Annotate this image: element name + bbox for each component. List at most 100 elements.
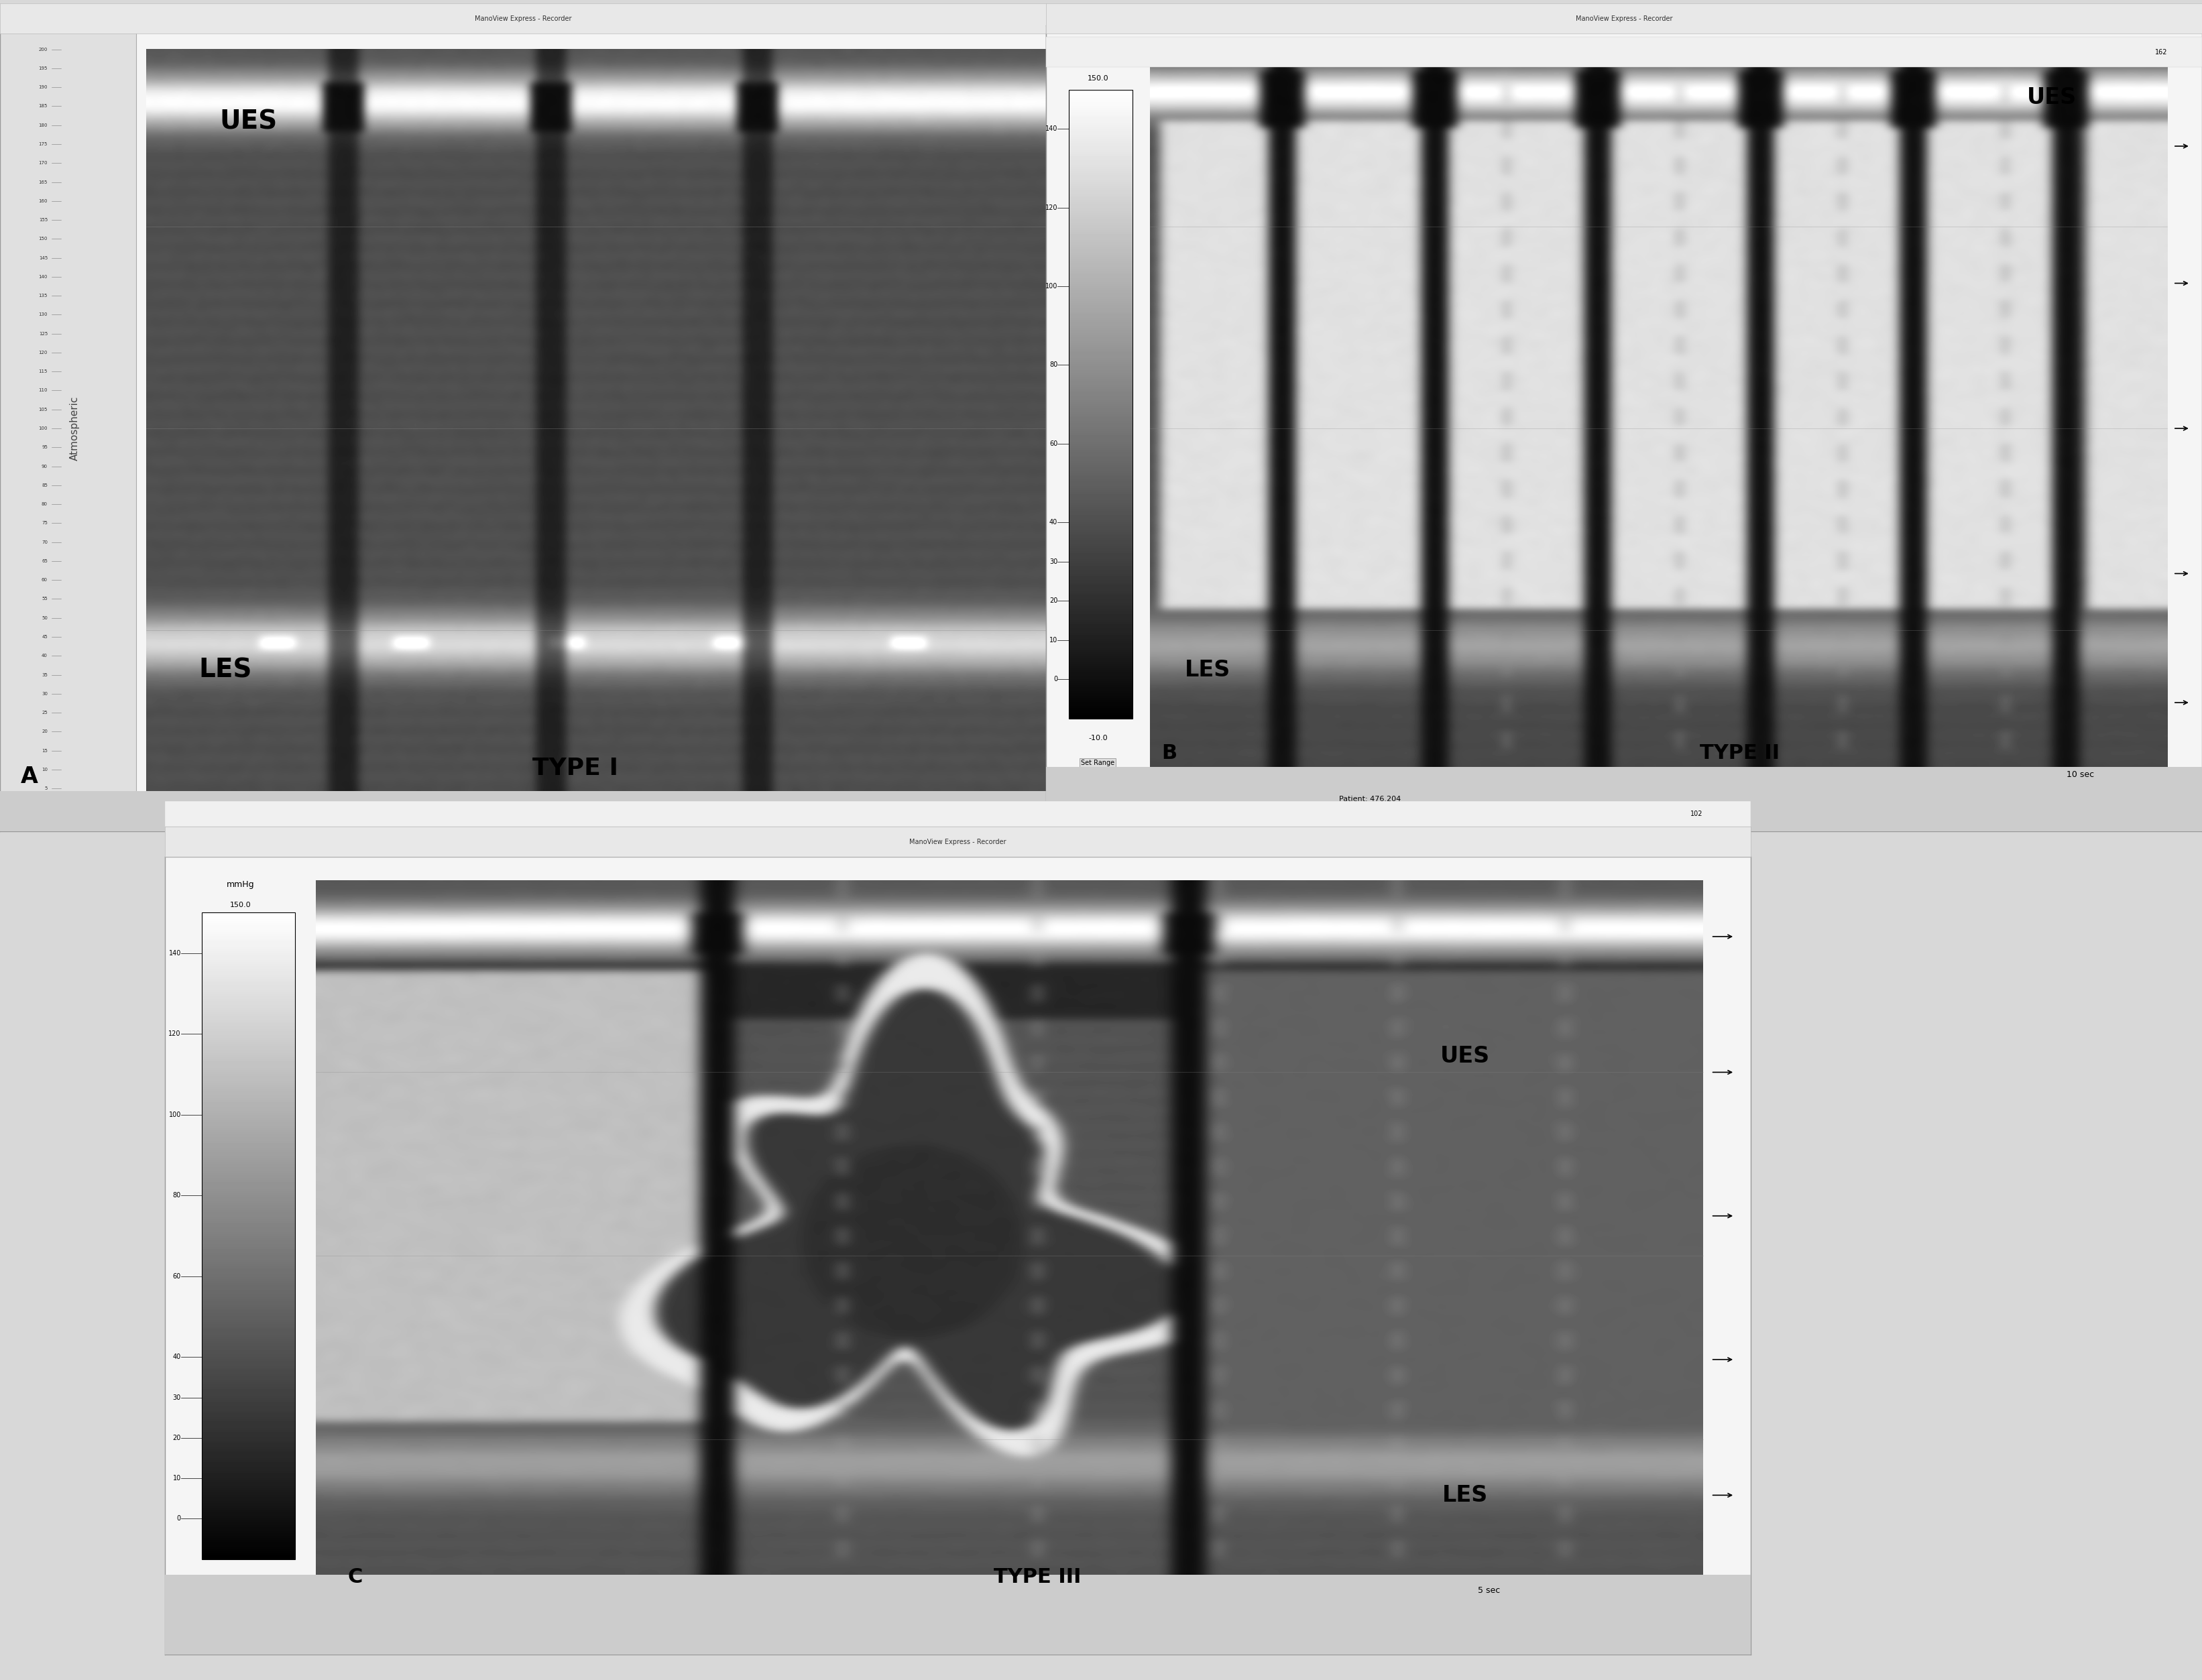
- Text: 100: 100: [170, 1110, 181, 1117]
- Text: 170: 170: [40, 161, 48, 165]
- Text: mmHg: mmHg: [227, 880, 255, 889]
- Text: Set Range: Set Range: [1081, 759, 1114, 766]
- Text: 102: 102: [1691, 811, 1702, 816]
- Text: 60: 60: [1050, 440, 1057, 447]
- Text: LES: LES: [1185, 659, 1231, 682]
- Text: 75: 75: [42, 521, 48, 526]
- Text: 25: 25: [42, 711, 48, 714]
- Text: 20: 20: [172, 1435, 181, 1441]
- Text: 40: 40: [1050, 519, 1057, 526]
- Bar: [165, 1576, 1751, 1655]
- Text: 10: 10: [42, 768, 48, 771]
- Text: 50: 50: [42, 617, 48, 620]
- Text: 10: 10: [172, 1475, 181, 1482]
- Text: 10: 10: [1050, 637, 1057, 643]
- Text: 20: 20: [1048, 598, 1057, 605]
- Text: 162: 162: [2156, 49, 2167, 55]
- Text: 150: 150: [40, 237, 48, 240]
- Text: LES: LES: [198, 657, 251, 684]
- Text: 185: 185: [40, 104, 48, 108]
- Text: 40: 40: [172, 1354, 181, 1361]
- Text: ManoView Express - Recorder: ManoView Express - Recorder: [473, 15, 573, 22]
- Text: 100: 100: [1046, 282, 1057, 289]
- Bar: [203, 912, 295, 1559]
- Text: 115: 115: [40, 370, 48, 373]
- Text: 5 sec: 5 sec: [1478, 1586, 1500, 1594]
- Text: 110: 110: [40, 388, 48, 393]
- Text: 0: 0: [176, 1515, 181, 1522]
- Text: Show Z: Show Z: [229, 1620, 253, 1626]
- Text: 120: 120: [1046, 205, 1057, 212]
- Text: 35: 35: [42, 672, 48, 677]
- Text: Show Z: Show Z: [1086, 796, 1110, 803]
- Text: 80: 80: [172, 1193, 181, 1200]
- Text: 0: 0: [1053, 675, 1057, 682]
- Text: 140: 140: [1046, 126, 1057, 133]
- Bar: [1070, 89, 1132, 719]
- Text: Atmospheric: Atmospheric: [70, 396, 79, 460]
- Text: 12:17:45: 12:17:45: [691, 808, 724, 815]
- Text: 70: 70: [42, 539, 48, 544]
- Text: UES: UES: [1440, 1045, 1491, 1067]
- Text: 45: 45: [42, 635, 48, 638]
- Text: C: C: [348, 1567, 363, 1588]
- Bar: [0, 25, 137, 832]
- Text: 200: 200: [40, 47, 48, 52]
- Text: TYPE II: TYPE II: [1700, 744, 1779, 763]
- Text: -10.0: -10.0: [1088, 734, 1108, 741]
- Text: TYPE I: TYPE I: [533, 758, 619, 780]
- Text: UES: UES: [2026, 87, 2076, 109]
- Text: 120: 120: [40, 351, 48, 354]
- Text: 5: 5: [44, 786, 48, 791]
- Text: 190: 190: [40, 86, 48, 89]
- Text: 130: 130: [40, 312, 48, 318]
- Text: 30: 30: [1050, 558, 1057, 564]
- Text: 195: 195: [40, 66, 48, 71]
- Text: 140: 140: [170, 949, 181, 956]
- Text: 150.0: 150.0: [1088, 76, 1108, 82]
- Bar: [1046, 768, 2202, 832]
- Text: A: A: [22, 766, 37, 788]
- Text: 150.0: 150.0: [229, 902, 251, 909]
- Text: 105: 105: [40, 408, 48, 412]
- Text: 100: 100: [40, 427, 48, 430]
- Text: 65: 65: [42, 559, 48, 563]
- Text: 90: 90: [42, 464, 48, 469]
- Text: 165: 165: [40, 180, 48, 185]
- Bar: [0, 791, 1046, 832]
- Text: 10 sec: 10 sec: [2068, 771, 2094, 780]
- Text: 135: 135: [40, 294, 48, 297]
- Text: mmHg: mmHg: [1083, 49, 1112, 57]
- Text: TYPE III: TYPE III: [993, 1567, 1081, 1588]
- Text: 12:17:35: 12:17:35: [242, 808, 275, 815]
- Text: 180: 180: [40, 123, 48, 128]
- Text: 12:17:50: 12:17:50: [916, 808, 949, 815]
- Text: B: B: [1163, 744, 1178, 763]
- Text: 80: 80: [42, 502, 48, 506]
- Text: 155: 155: [40, 218, 48, 222]
- Text: 60: 60: [42, 578, 48, 581]
- Text: Patient: 476.204: Patient: 476.204: [1339, 796, 1400, 803]
- Text: 30: 30: [172, 1394, 181, 1401]
- Text: 15: 15: [42, 749, 48, 753]
- Text: ManoView Express - Recorder: ManoView Express - Recorder: [909, 838, 1006, 845]
- Text: 120: 120: [170, 1030, 181, 1037]
- Text: 40: 40: [42, 654, 48, 659]
- Text: LES: LES: [1442, 1483, 1489, 1507]
- Text: ManoView Express - Recorder: ManoView Express - Recorder: [1574, 15, 1674, 22]
- Text: 125: 125: [40, 331, 48, 336]
- Text: 12:17:40: 12:17:40: [467, 808, 500, 815]
- Text: UES: UES: [220, 109, 277, 134]
- Text: 85: 85: [42, 484, 48, 487]
- Text: 80: 80: [1050, 361, 1057, 368]
- Text: 145: 145: [40, 255, 48, 260]
- Text: -10.0: -10.0: [231, 1576, 251, 1581]
- Text: 55: 55: [42, 596, 48, 601]
- Text: 140: 140: [40, 276, 48, 279]
- Text: 175: 175: [40, 143, 48, 146]
- Text: 20: 20: [42, 729, 48, 734]
- Text: 95: 95: [42, 445, 48, 449]
- Text: Set Range: Set Range: [225, 1584, 258, 1591]
- Text: 160: 160: [40, 198, 48, 203]
- Text: 30: 30: [42, 692, 48, 696]
